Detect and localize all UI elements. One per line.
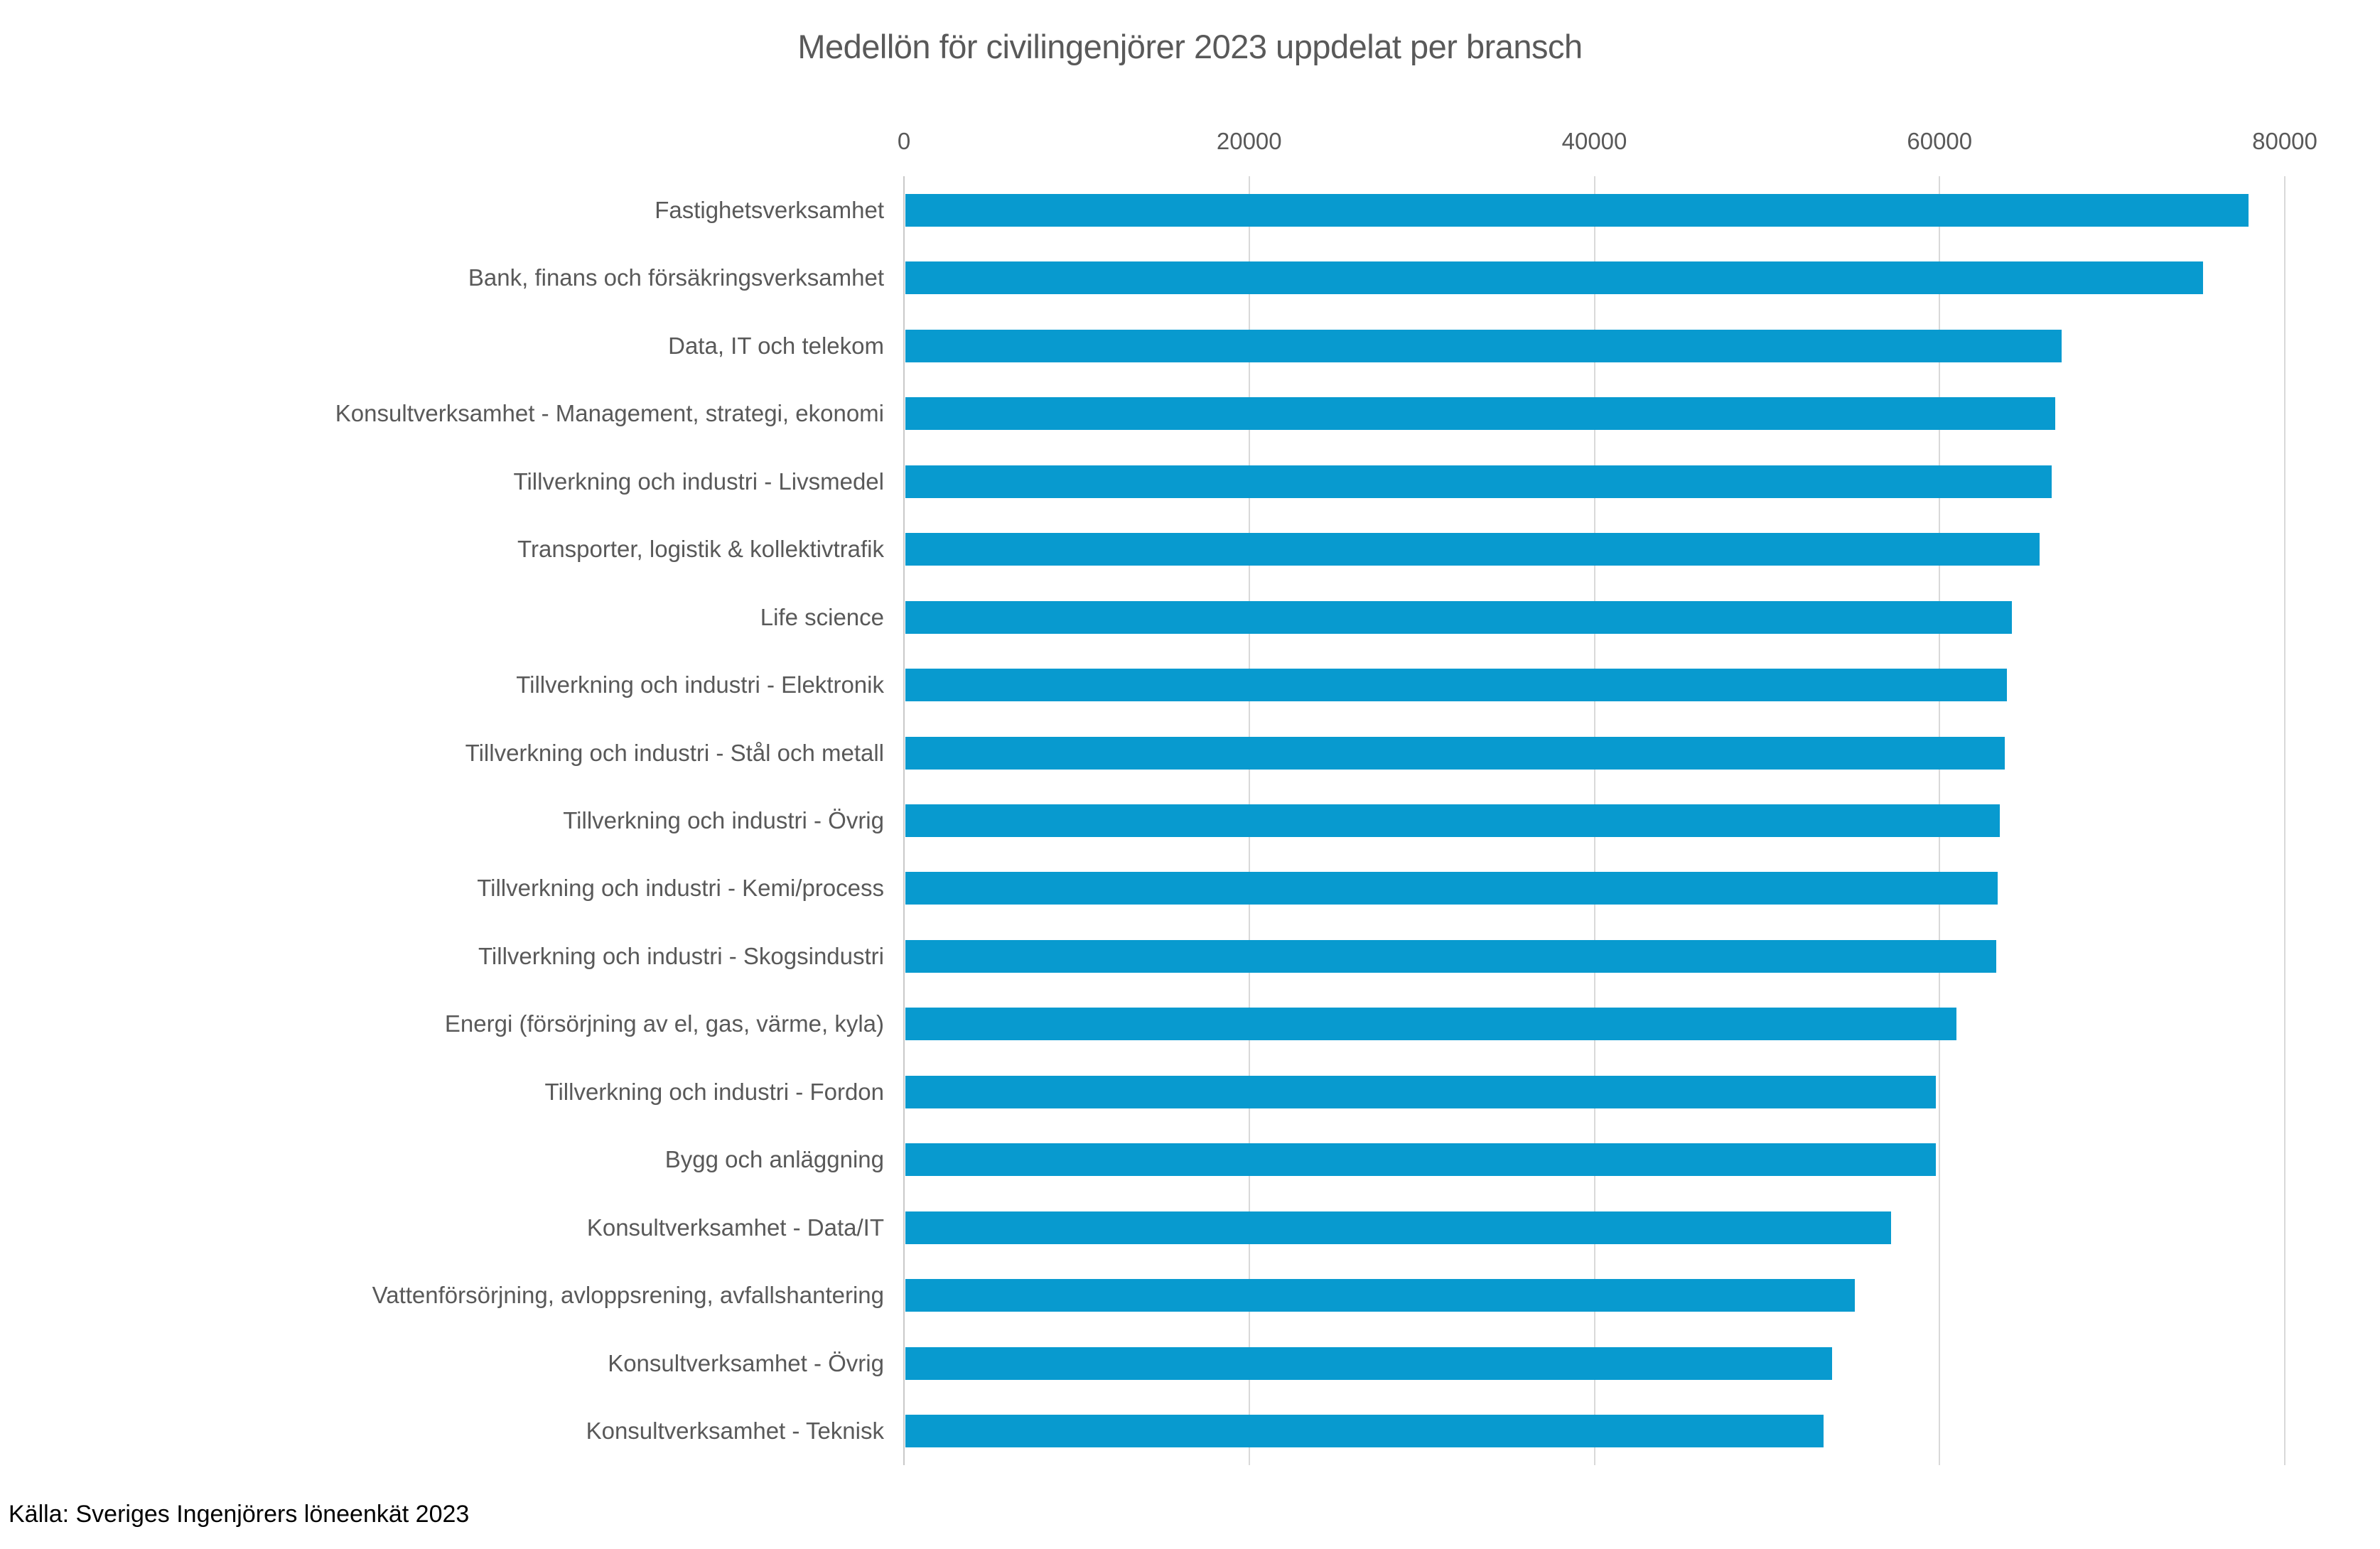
bar (905, 465, 2052, 498)
bar (905, 600, 2012, 634)
bar (905, 1143, 1936, 1177)
category-label: Tillverkning och industri - Kemi/process (477, 875, 884, 902)
x-axis-tick-label: 60000 (1907, 128, 1973, 154)
bar (905, 1008, 1957, 1041)
category-label: Bank, finans och försäkringsverksamhet (468, 264, 884, 291)
category-label: Life science (760, 603, 884, 630)
category-label: Tillverkning och industri - Fordon (544, 1078, 884, 1105)
bar (905, 804, 2000, 837)
category-label: Tillverkning och industri - Skogsindustr… (478, 942, 884, 969)
gridline (2284, 176, 2285, 1465)
category-label: Konsultverksamhet - Teknisk (586, 1418, 884, 1445)
category-label: Bygg och anläggning (664, 1146, 884, 1173)
x-axis-tick-label: 0 (897, 128, 911, 154)
bar (905, 1279, 1855, 1312)
y-axis-line (903, 176, 905, 1465)
bar (905, 1075, 1936, 1108)
bar (905, 261, 2204, 295)
category-label: Tillverkning och industri - Övrig (563, 807, 884, 833)
category-label: Energi (försörjning av el, gas, värme, k… (444, 1010, 884, 1037)
category-label: Konsultverksamhet - Management, strategi… (335, 400, 884, 427)
bar (905, 1346, 1833, 1380)
category-label: Tillverkning och industri - Elektronik (516, 671, 884, 698)
bar (905, 397, 2055, 431)
category-label: Tillverkning och industri - Stål och met… (465, 739, 884, 766)
bar (905, 736, 2005, 770)
plot-area: 0 20000 40000 60000 80000 Fastighetsverksamhe… (335, 128, 2317, 1465)
source-note: Källa: Sveriges Ingenjörers löneenkät 20… (9, 1501, 470, 1528)
category-label: Transporter, logistik & kollektivtrafik (517, 536, 884, 563)
category-label: Fastighetsverksamhet (655, 196, 884, 223)
bar (905, 872, 1998, 905)
category-label: Data, IT och telekom (668, 332, 884, 359)
category-label: Konsultverksamhet - Övrig (608, 1349, 884, 1376)
category-label: Vattenförsörjning, avloppsrening, avfall… (372, 1282, 884, 1309)
bar (905, 533, 2040, 566)
x-axis-tick-label: 20000 (1216, 128, 1282, 154)
chart-title: Medellön för civilingenjörer 2023 uppdel… (797, 28, 1583, 65)
bar (905, 329, 2062, 362)
x-axis-tick-label: 40000 (1561, 128, 1627, 154)
bar (905, 939, 1996, 973)
bar (905, 1211, 1891, 1244)
bar (905, 1415, 1824, 1448)
x-axis-tick-label: 80000 (2252, 128, 2317, 154)
category-label: Tillverkning och industri - Livsmedel (513, 468, 884, 495)
category-label: Konsultverksamhet - Data/IT (586, 1214, 884, 1241)
bar (905, 669, 2007, 702)
bar (905, 193, 2249, 227)
